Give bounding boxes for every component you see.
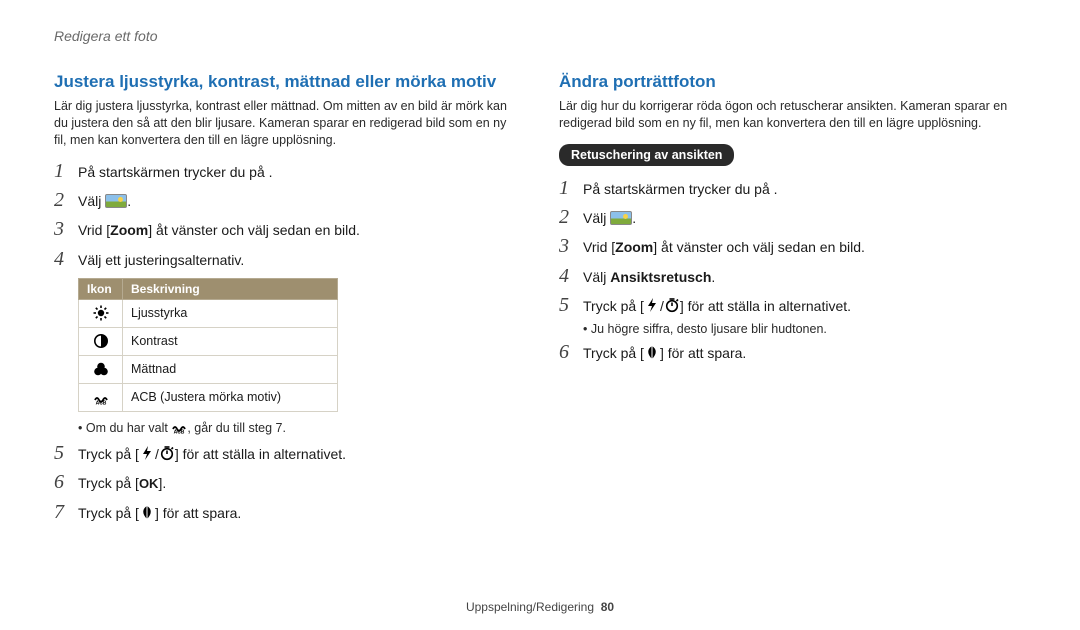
step-text: Vrid [Zoom] åt vänster och välj sedan en…	[583, 236, 865, 257]
table-row: Mättnad	[79, 355, 338, 383]
row-desc: Kontrast	[123, 327, 338, 355]
table-row: Kontrast	[79, 327, 338, 355]
row-desc: Mättnad	[123, 355, 338, 383]
step: 2 Välj .	[559, 207, 1026, 228]
page-body: Redigera ett foto Justera ljusstyrka, ko…	[0, 0, 1080, 531]
saturation-icon	[93, 361, 109, 377]
step-text: Välj .	[78, 190, 131, 211]
step-number: 2	[559, 207, 573, 227]
right-column: Ändra porträttfoton Lär dig hur du korri…	[559, 72, 1026, 531]
step: 1 På startskärmen trycker du på .	[54, 161, 521, 182]
step-number: 6	[54, 472, 68, 492]
row-icon-cell	[79, 355, 123, 383]
step-text: Tryck på [OK].	[78, 472, 166, 494]
page-header: Redigera ett foto	[54, 28, 1026, 44]
right-steps: 1 På startskärmen trycker du på . 2 Välj . 3…	[559, 178, 1026, 316]
table-row: Ljusstyrka	[79, 299, 338, 327]
table-row: ACB (Justera mörka motiv)	[79, 383, 338, 411]
step: 3 Vrid [Zoom] åt vänster och välj sedan e…	[559, 236, 1026, 257]
step: 5 Tryck på [/] för att ställa in alternat…	[559, 295, 1026, 316]
step-text: Tryck på [/] för att ställa in alternati…	[78, 443, 346, 464]
step: 4 Välj Ansiktsretusch.	[559, 266, 1026, 287]
step-text: Välj .	[583, 207, 636, 228]
right-intro: Lär dig hur du korrigerar röda ögon och …	[559, 98, 1026, 132]
acb-icon	[93, 389, 109, 405]
left-intro: Lär dig justera ljusstyrka, kontrast ell…	[54, 98, 521, 149]
timer-icon	[159, 445, 175, 461]
contrast-icon	[93, 333, 109, 349]
right-step6: 6 Tryck på [] för att spara.	[559, 342, 1026, 363]
row-icon-cell	[79, 299, 123, 327]
step-number: 3	[559, 236, 573, 256]
row-icon-cell	[79, 383, 123, 411]
left-column: Justera ljusstyrka, kontrast, mättnad el…	[54, 72, 521, 531]
left-steps-a: 1 På startskärmen trycker du på . 2 Välj . 3…	[54, 161, 521, 270]
step: 6 Tryck på [] för att spara.	[559, 342, 1026, 363]
step: 7 Tryck på [] för att spara.	[54, 502, 521, 523]
step-number: 5	[559, 295, 573, 315]
left-title: Justera ljusstyrka, kontrast, mättnad el…	[54, 72, 521, 92]
step-number: 4	[559, 266, 573, 286]
step-number: 6	[559, 342, 573, 362]
table-note: • Om du har valt , går du till steg 7.	[78, 418, 521, 435]
ok-label: OK	[139, 475, 159, 494]
left-steps-b: 5 Tryck på [/] för att ställa in alternat…	[54, 443, 521, 523]
step: 4 Välj ett justeringsalternativ.	[54, 249, 521, 270]
step: 5 Tryck på [/] för att ställa in alternat…	[54, 443, 521, 464]
brightness-icon	[93, 305, 109, 321]
macro-icon	[139, 504, 155, 520]
step-text: Tryck på [] för att spara.	[583, 342, 746, 363]
timer-icon	[664, 297, 680, 313]
step-text: Tryck på [/] för att ställa in alternati…	[583, 295, 851, 316]
flash-icon	[644, 297, 660, 313]
step: 3 Vrid [Zoom] åt vänster och välj sedan e…	[54, 219, 521, 240]
step-text: Välj Ansiktsretusch.	[583, 266, 715, 287]
step-number: 3	[54, 219, 68, 239]
step-text: På startskärmen trycker du på .	[78, 161, 273, 182]
step-text: Tryck på [] för att spara.	[78, 502, 241, 523]
step-text: Välj ett justeringsalternativ.	[78, 249, 244, 270]
step: 1 På startskärmen trycker du på .	[559, 178, 1026, 199]
right-subnote: • Ju högre siffra, desto ljusare blir hu…	[583, 322, 1026, 336]
landscape-icon	[610, 211, 632, 225]
step-number: 5	[54, 443, 68, 463]
step-text: Vrid [Zoom] åt vänster och välj sedan en…	[78, 219, 360, 240]
step-number: 1	[559, 178, 573, 198]
step-number: 7	[54, 502, 68, 522]
row-desc: Ljusstyrka	[123, 299, 338, 327]
row-icon-cell	[79, 327, 123, 355]
adjust-table: Ikon Beskrivning Ljusstyrka Kontrast Mät…	[78, 278, 338, 412]
row-desc: ACB (Justera mörka motiv)	[123, 383, 338, 411]
step-number: 1	[54, 161, 68, 181]
macro-icon	[644, 344, 660, 360]
th-icon: Ikon	[79, 278, 123, 299]
acb-icon	[171, 418, 187, 434]
columns: Justera ljusstyrka, kontrast, mättnad el…	[54, 72, 1026, 531]
landscape-icon	[105, 194, 127, 208]
step: 2 Välj .	[54, 190, 521, 211]
step-text: På startskärmen trycker du på .	[583, 178, 778, 199]
step-number: 2	[54, 190, 68, 210]
footer: Uppspelning/Redigering 80	[0, 600, 1080, 614]
flash-icon	[139, 445, 155, 461]
th-desc: Beskrivning	[123, 278, 338, 299]
step: 6 Tryck på [OK].	[54, 472, 521, 494]
step-number: 4	[54, 249, 68, 269]
face-retouch-pill: Retuschering av ansikten	[559, 144, 734, 166]
right-title: Ändra porträttfoton	[559, 72, 1026, 92]
